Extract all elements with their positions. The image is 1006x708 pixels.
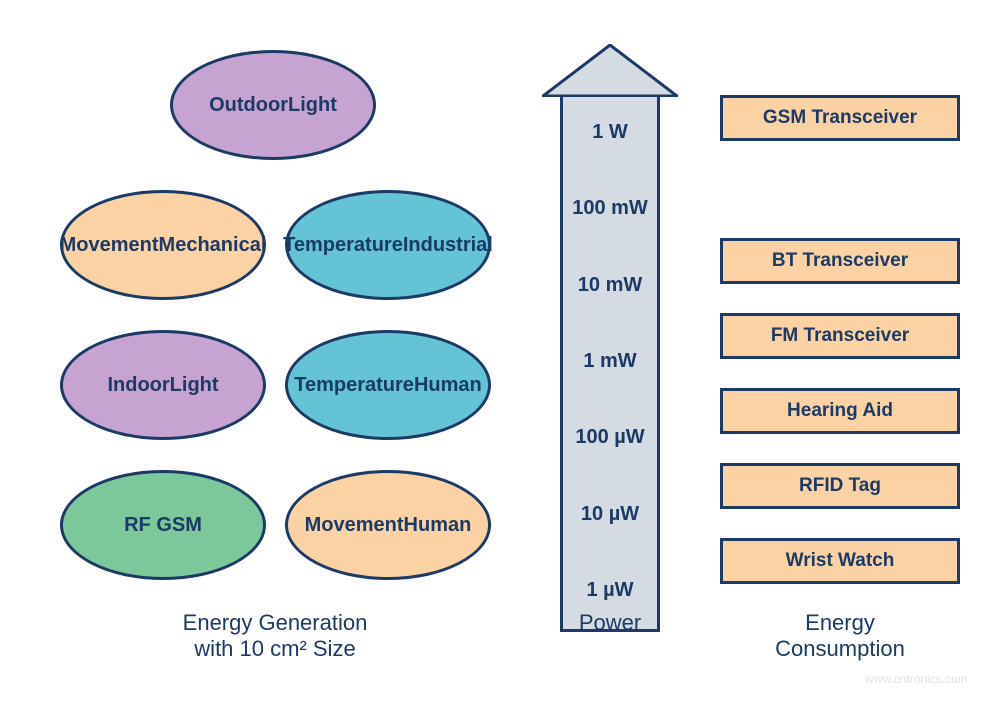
power-label-4: 100 µW <box>563 426 657 449</box>
power-scale-arrow: 1 W 100 mW 10 mW 1 mW 100 µW 10 µW 1 µW <box>560 44 660 632</box>
consumption-label: Hearing Aid <box>787 400 893 422</box>
consumption-hearing-aid: Hearing Aid <box>720 388 960 434</box>
caption-generation: Energy Generationwith 10 cm² Size <box>60 610 490 662</box>
ellipse-movement-human: MovementHuman <box>285 470 491 580</box>
power-label-6: 1 µW <box>563 579 657 602</box>
ellipse-movement-mechanical: MovementMechanical <box>60 190 266 300</box>
consumption-label: BT Transceiver <box>772 250 908 272</box>
ellipse-outdoor-light: OutdoorLight <box>170 50 376 160</box>
power-label-3: 1 mW <box>563 350 657 373</box>
consumption-label: FM Transceiver <box>771 325 909 347</box>
consumption-wrist-watch: Wrist Watch <box>720 538 960 584</box>
ellipse-rf-gsm: RF GSM <box>60 470 266 580</box>
ellipse-temperature-human: TemperatureHuman <box>285 330 491 440</box>
consumption-bt-transceiver: BT Transceiver <box>720 238 960 284</box>
consumption-fm-transceiver: FM Transceiver <box>720 313 960 359</box>
consumption-label: RFID Tag <box>799 475 881 497</box>
power-label-0: 1 W <box>563 121 657 144</box>
power-label-2: 10 mW <box>563 274 657 297</box>
power-label-1: 100 mW <box>563 197 657 220</box>
caption-consumption: EnergyConsumption <box>720 610 960 662</box>
ellipse-temperature-industrial: TemperatureIndustrial <box>285 190 491 300</box>
consumption-label: GSM Transceiver <box>763 107 917 129</box>
power-arrow-body: 1 W 100 mW 10 mW 1 mW 100 µW 10 µW 1 µW <box>560 94 660 632</box>
consumption-rfid-tag: RFID Tag <box>720 463 960 509</box>
caption-power: Power <box>540 610 680 636</box>
consumption-label: Wrist Watch <box>786 550 895 572</box>
power-arrow-head <box>542 44 678 97</box>
power-label-5: 10 µW <box>563 503 657 526</box>
watermark: www.cntronics.com <box>865 672 968 686</box>
consumption-gsm-transceiver: GSM Transceiver <box>720 95 960 141</box>
ellipse-indoor-light: IndoorLight <box>60 330 266 440</box>
